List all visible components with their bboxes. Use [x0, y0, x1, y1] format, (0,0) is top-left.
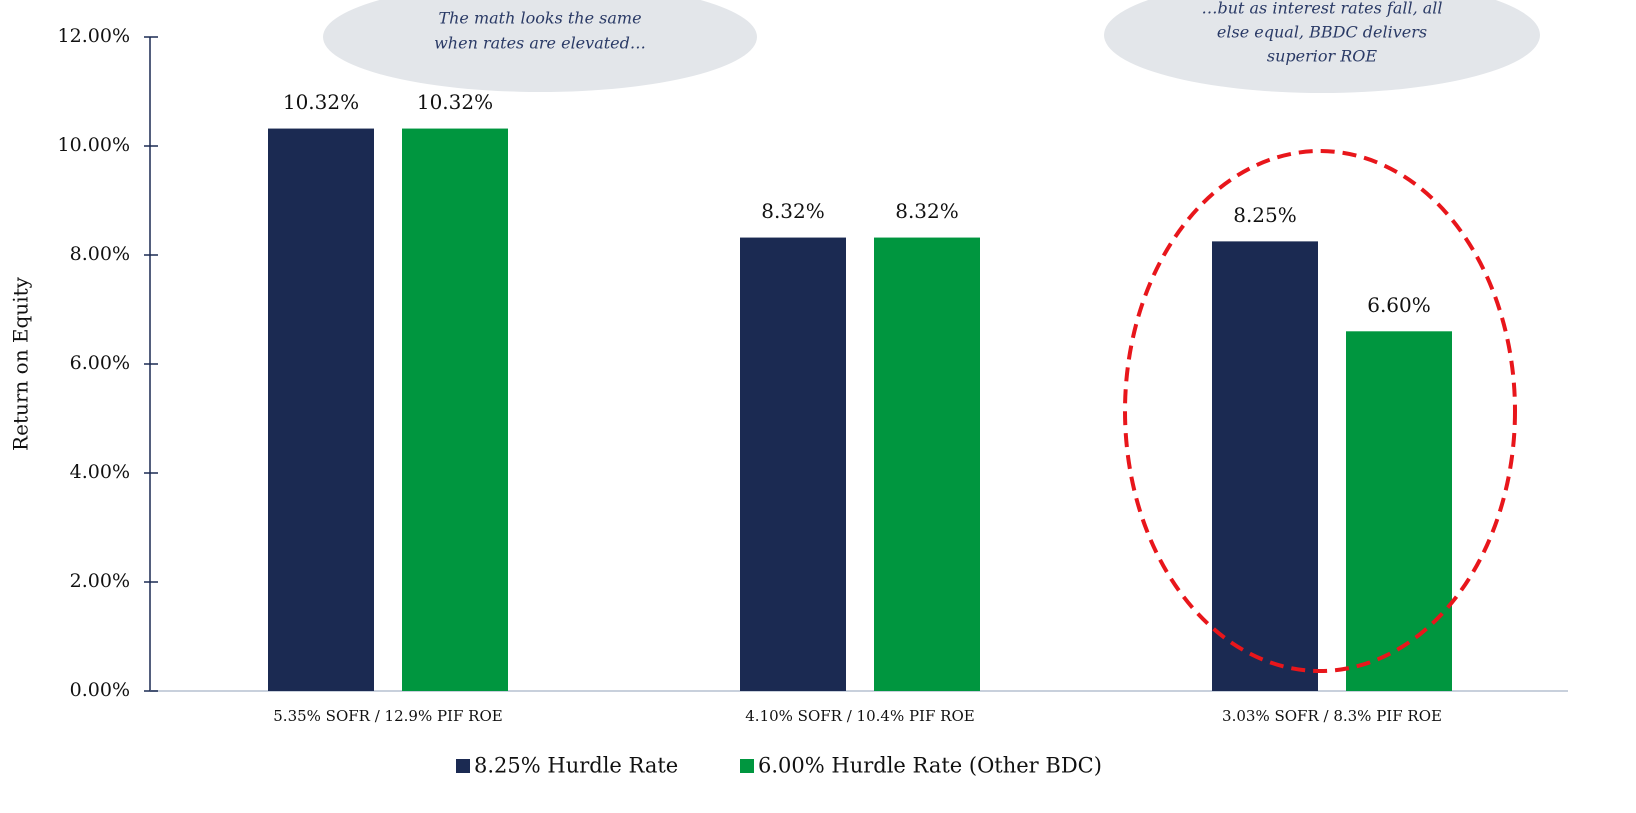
bar — [402, 128, 508, 691]
y-tick-label: 4.00% — [70, 461, 130, 483]
y-tick-label: 6.00% — [70, 352, 130, 374]
y-tick-label: 2.00% — [70, 570, 130, 592]
annotation: …but as interest rates fall, all — [1201, 0, 1442, 18]
bar — [740, 237, 846, 691]
y-tick-label: 8.00% — [70, 243, 130, 265]
data-label: 8.25% — [1233, 203, 1297, 227]
legend-swatch — [456, 759, 470, 773]
annotation: else equal, BBDC delivers — [1217, 23, 1427, 42]
legend-label: 6.00% Hurdle Rate (Other BDC) — [758, 754, 1102, 778]
highlight-ellipse — [1123, 149, 1517, 673]
data-label: 10.32% — [283, 90, 359, 114]
annotation: The math looks the same — [438, 9, 641, 28]
x-tick-label: 4.10% SOFR / 10.4% PIF ROE — [745, 707, 974, 725]
callout-bubble — [323, 0, 757, 92]
bar — [1346, 331, 1452, 691]
data-label: 10.32% — [417, 90, 493, 114]
data-label: 8.32% — [761, 199, 825, 223]
legend-swatch — [740, 759, 754, 773]
y-tick-label: 0.00% — [70, 679, 130, 701]
annotation: superior ROE — [1267, 47, 1378, 66]
x-tick-label: 3.03% SOFR / 8.3% PIF ROE — [1222, 707, 1442, 725]
data-label: 6.60% — [1367, 293, 1431, 317]
data-label: 8.32% — [895, 199, 959, 223]
y-tick-label: 12.00% — [58, 25, 130, 47]
y-tick-label: 10.00% — [58, 134, 130, 156]
bar — [1212, 241, 1318, 691]
bar — [268, 128, 374, 691]
bar — [874, 237, 980, 691]
legend-label: 8.25% Hurdle Rate — [474, 754, 678, 778]
callout-bubble — [1104, 0, 1540, 93]
annotation: when rates are elevated… — [434, 34, 646, 53]
x-tick-label: 5.35% SOFR / 12.9% PIF ROE — [273, 707, 502, 725]
y-axis-label: Return on Equity — [9, 276, 33, 451]
